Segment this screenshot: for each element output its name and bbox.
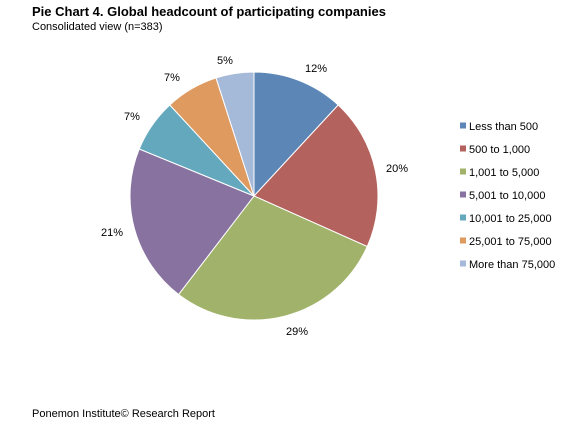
legend-label: 5,001 to 10,000 — [469, 190, 545, 202]
pie-slice-7 — [215, 71, 255, 197]
legend-label: 500 to 1,000 — [469, 144, 530, 156]
legend-label: 10,001 to 25,000 — [469, 213, 552, 225]
legend-swatch — [460, 214, 466, 221]
pie-value-label: 12% — [305, 63, 327, 75]
legend-swatch — [460, 237, 466, 244]
chart-subtitle: Consolidated view (n=383) — [32, 21, 163, 33]
pie-slice-2 — [253, 104, 379, 248]
pie-value-label: 5% — [217, 55, 233, 67]
legend-label: Less than 500 — [469, 121, 538, 133]
pie-value-label: 7% — [164, 72, 180, 84]
legend-swatch — [460, 122, 466, 129]
pie-value-label: 20% — [386, 163, 408, 175]
legend-label: 25,001 to 75,000 — [469, 236, 552, 248]
pie-value-labels: 12% 20% 29% 21% 7% 7% 5% — [101, 55, 408, 338]
pie-value-label: 21% — [101, 227, 123, 239]
legend-swatch — [460, 168, 466, 175]
pie-slice-4 — [129, 148, 255, 296]
report-footer: Ponemon Institute© Research Report — [32, 408, 215, 420]
legend-label: 1,001 to 5,000 — [469, 167, 539, 179]
legend-swatch — [460, 260, 466, 267]
chart-title: Pie Chart 4. Global headcount of partici… — [32, 4, 386, 19]
legend-swatch — [460, 145, 466, 152]
legend-swatch — [460, 191, 466, 198]
pie-slice-3 — [177, 195, 368, 321]
pie-slices — [129, 71, 379, 321]
pie-slice-1 — [253, 71, 339, 198]
legend-label: More than 75,000 — [469, 259, 555, 271]
chart-legend: Less than 500 500 to 1,000 1,001 to 5,000 5… — [460, 121, 555, 271]
pie-value-label: 7% — [124, 111, 140, 123]
pie-value-label: 29% — [286, 326, 308, 338]
